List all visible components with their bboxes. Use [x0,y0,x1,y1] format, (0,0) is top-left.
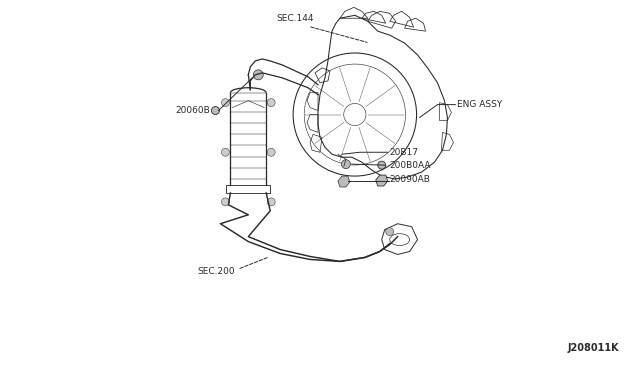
Circle shape [341,160,350,169]
Circle shape [253,70,263,80]
Circle shape [221,198,229,206]
Text: 20060B: 20060B [175,106,211,115]
Text: SEC.200: SEC.200 [198,267,236,276]
Text: 20B17: 20B17 [390,148,419,157]
Text: 200B0AA: 200B0AA [390,161,431,170]
Circle shape [268,148,275,156]
Text: 20090AB: 20090AB [390,174,431,183]
Text: J208011K: J208011K [567,343,619,353]
Circle shape [221,99,229,107]
Text: ENG ASSY: ENG ASSY [458,100,502,109]
Circle shape [268,198,275,206]
Circle shape [211,107,220,115]
Text: SEC.144: SEC.144 [276,14,314,23]
Circle shape [268,99,275,107]
Polygon shape [338,176,350,187]
Polygon shape [376,175,388,186]
Circle shape [386,228,394,235]
Circle shape [221,148,229,156]
Circle shape [378,161,386,169]
